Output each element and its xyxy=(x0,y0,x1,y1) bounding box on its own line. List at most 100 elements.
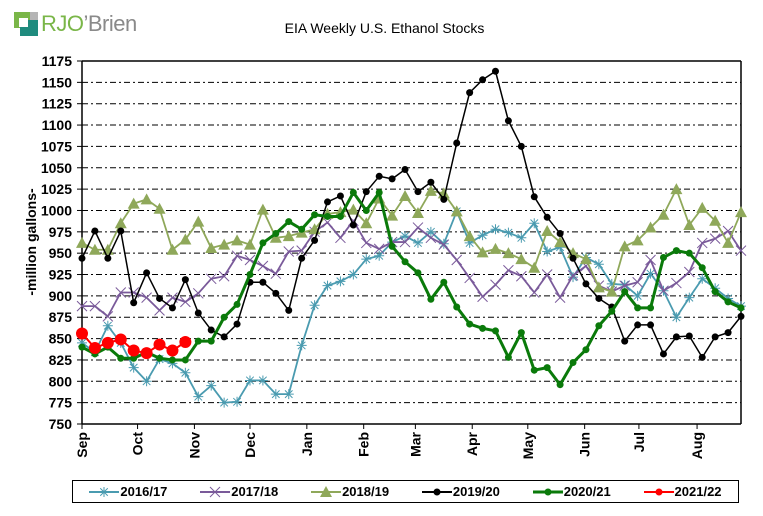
x-tick-label: Jun xyxy=(577,432,593,457)
data-point xyxy=(374,250,385,261)
data-point xyxy=(386,209,399,221)
data-point xyxy=(438,239,450,250)
data-point xyxy=(141,292,152,303)
data-point xyxy=(76,236,88,248)
data-point xyxy=(375,172,383,180)
data-point xyxy=(453,139,461,147)
legend-marker-icon xyxy=(421,488,452,495)
data-point xyxy=(102,320,113,331)
data-point xyxy=(477,230,488,241)
data-point xyxy=(672,333,680,341)
x-tick-label: Mar xyxy=(407,431,423,456)
series xyxy=(76,67,747,408)
legend-item: 2018/19 xyxy=(311,484,389,499)
data-point xyxy=(605,285,618,297)
data-point xyxy=(671,277,682,289)
data-point xyxy=(233,300,241,308)
data-point xyxy=(670,183,683,195)
data-point xyxy=(181,276,189,284)
data-point xyxy=(270,389,281,400)
data-point xyxy=(555,242,566,253)
axes xyxy=(77,60,742,429)
data-point xyxy=(489,242,502,254)
legend-label: 2018/19 xyxy=(342,484,390,499)
data-point xyxy=(400,231,411,242)
data-point xyxy=(104,254,112,262)
data-point xyxy=(141,376,152,387)
x-tick-label: Sep xyxy=(74,432,90,458)
data-point xyxy=(246,271,254,279)
data-point xyxy=(724,298,732,306)
data-point xyxy=(647,321,655,329)
data-point xyxy=(309,300,320,311)
data-point xyxy=(285,306,293,314)
data-point xyxy=(347,203,360,215)
data-point xyxy=(466,320,474,328)
data-point xyxy=(296,340,307,351)
data-point xyxy=(696,237,708,249)
data-point xyxy=(375,189,383,197)
data-point xyxy=(479,324,487,332)
data-point xyxy=(621,288,629,296)
x-tick-label: Jan xyxy=(299,432,315,456)
y-tick-label: 800 xyxy=(49,373,73,389)
data-point xyxy=(298,225,306,233)
data-point xyxy=(515,253,528,265)
data-point xyxy=(414,269,422,277)
data-point xyxy=(401,165,409,173)
data-point xyxy=(582,280,590,288)
data-point xyxy=(543,213,551,221)
data-point xyxy=(658,285,669,297)
y-tick-label: 750 xyxy=(49,416,73,432)
y-tick-label: 1000 xyxy=(41,202,72,218)
data-point xyxy=(412,222,424,233)
data-point xyxy=(530,366,538,374)
data-point xyxy=(541,269,553,280)
data-point xyxy=(130,354,138,362)
data-point xyxy=(491,67,499,75)
y-tick-label: 1025 xyxy=(41,181,72,197)
legend-item: 2019/20 xyxy=(421,484,500,499)
data-point xyxy=(192,287,204,299)
data-point xyxy=(336,192,344,200)
data-point xyxy=(166,243,179,255)
data-point xyxy=(632,290,643,301)
data-point xyxy=(593,259,604,270)
data-point xyxy=(220,313,228,321)
data-point xyxy=(127,344,140,357)
legend-label: 2017/18 xyxy=(231,484,279,499)
data-point xyxy=(128,362,139,373)
data-point xyxy=(517,142,525,150)
data-point xyxy=(334,206,347,218)
y-tick-label: 925 xyxy=(49,267,73,283)
data-point xyxy=(647,304,655,312)
data-point xyxy=(556,230,564,238)
data-point xyxy=(179,233,192,245)
legend-label: 2016/17 xyxy=(120,484,168,499)
data-point xyxy=(632,276,643,288)
data-point xyxy=(698,264,706,272)
data-point xyxy=(711,288,719,296)
data-point xyxy=(180,296,191,308)
gridlines xyxy=(82,81,741,404)
data-point xyxy=(207,326,215,334)
data-point xyxy=(491,327,499,335)
legend: 2016/17 2017/18 2018/19 2019/20 2020/21 2021/… xyxy=(72,480,739,503)
data-point xyxy=(168,304,176,312)
data-point xyxy=(259,239,267,247)
data-point xyxy=(283,389,294,400)
data-point xyxy=(709,233,721,245)
series-2020-21 xyxy=(78,189,745,389)
data-point xyxy=(683,218,696,230)
data-point xyxy=(685,249,693,257)
legend-marker-icon xyxy=(311,485,342,497)
series-line xyxy=(81,210,742,404)
rjobrien-logo: RJO’Brien xyxy=(14,12,137,36)
data-point xyxy=(243,238,256,250)
y-tick-label: 875 xyxy=(49,309,73,325)
data-point xyxy=(631,234,644,246)
data-point xyxy=(272,289,280,297)
data-point xyxy=(503,227,514,238)
data-point xyxy=(659,350,667,358)
data-point xyxy=(76,300,88,312)
